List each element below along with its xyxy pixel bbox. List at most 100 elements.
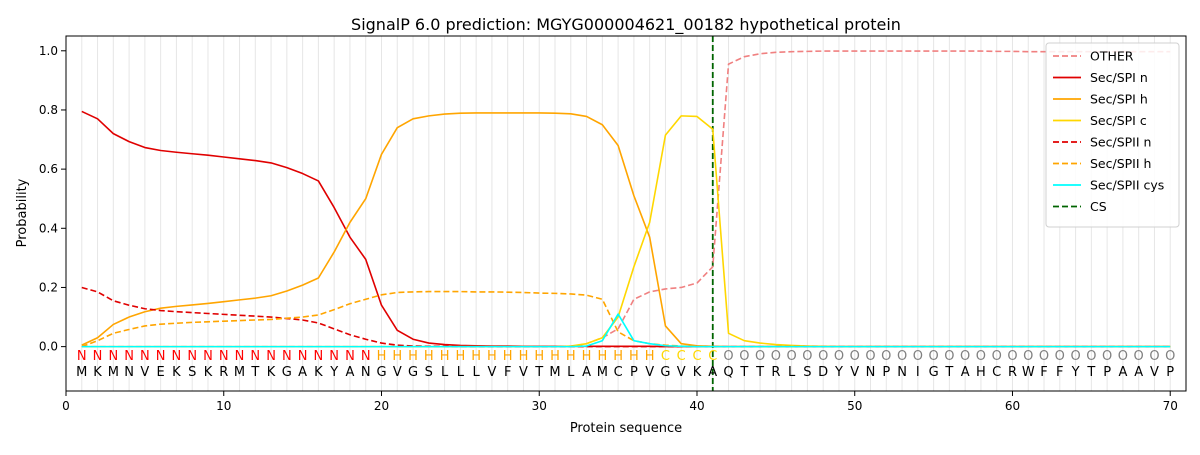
x-tick-label: 40 <box>689 399 704 413</box>
x-tick-label: 70 <box>1163 399 1178 413</box>
residue-label: K <box>204 365 213 380</box>
chart-title: SignalP 6.0 prediction: MGYG000004621_00… <box>351 15 901 35</box>
legend-label: Sec/SPI c <box>1090 113 1147 128</box>
region-label: O <box>1149 349 1159 364</box>
y-tick-label: 1.0 <box>39 44 58 58</box>
region-label: O <box>881 349 891 364</box>
y-tick-label: 0.6 <box>39 162 58 176</box>
legend-label: OTHER <box>1090 49 1134 64</box>
residue-label: Y <box>329 365 338 380</box>
x-tick-label: 60 <box>1005 399 1020 413</box>
residue-label: N <box>361 365 371 380</box>
region-label: O <box>913 349 923 364</box>
residue-label: V <box>140 365 149 380</box>
residue-label: R <box>1008 365 1017 380</box>
series-line-2 <box>81 112 1171 348</box>
residue-label: G <box>929 365 939 380</box>
region-label: H <box>613 349 623 364</box>
region-label: N <box>108 349 118 364</box>
series-line-0 <box>81 50 1171 348</box>
residue-label: S <box>188 365 196 380</box>
region-label: C <box>677 349 686 364</box>
residue-label: T <box>739 365 748 380</box>
residue-label: N <box>124 365 134 380</box>
residue-label: Y <box>1071 365 1080 380</box>
residue-label: G <box>660 365 670 380</box>
region-label: O <box>928 349 938 364</box>
region-label: N <box>124 349 134 364</box>
region-label: H <box>566 349 576 364</box>
region-label: O <box>1039 349 1049 364</box>
legend-label: Sec/SPII n <box>1090 135 1151 150</box>
region-label: N <box>329 349 339 364</box>
series-line-3 <box>81 115 1171 348</box>
region-label: H <box>534 349 544 364</box>
residue-label: L <box>567 365 575 380</box>
residue-label: R <box>219 365 228 380</box>
region-label: O <box>771 349 781 364</box>
region-label: H <box>408 349 418 364</box>
residue-label: K <box>172 365 181 380</box>
residue-label: I <box>916 365 920 380</box>
x-axis: 0 10 20 30 40 50 60 70 <box>62 391 1178 413</box>
residue-label: M <box>76 365 87 380</box>
residue-label: E <box>157 365 165 380</box>
region-label: O <box>1007 349 1017 364</box>
legend: OTHER Sec/SPI n Sec/SPI h Sec/SPI c Sec/SPII… <box>1045 42 1180 228</box>
region-label: O <box>834 349 844 364</box>
region-label: O <box>739 349 749 364</box>
region-label: N <box>250 349 260 364</box>
region-label: H <box>392 349 402 364</box>
residue-label: M <box>549 365 560 380</box>
x-axis-label: Protein sequence <box>570 421 682 436</box>
region-label: H <box>503 349 513 364</box>
legend-label: CS <box>1090 199 1107 214</box>
y-axis-label: Probability <box>15 178 30 247</box>
residue-label: G <box>282 365 292 380</box>
region-label: O <box>1055 349 1065 364</box>
legend-label: Sec/SPI n <box>1090 70 1148 85</box>
region-label: N <box>266 349 276 364</box>
residue-label: A <box>1118 365 1127 380</box>
residue-label: H <box>976 365 986 380</box>
region-label: O <box>992 349 1002 364</box>
residue-label: L <box>457 365 465 380</box>
region-label: O <box>1086 349 1096 364</box>
region-label: O <box>1165 349 1175 364</box>
region-label: N <box>172 349 182 364</box>
residue-label: P <box>882 365 890 380</box>
residue-label: D <box>818 365 828 380</box>
region-label: O <box>897 349 907 364</box>
region-label: O <box>1102 349 1112 364</box>
residue-label: V <box>645 365 654 380</box>
region-label: N <box>140 349 150 364</box>
legend-label: Sec/SPI h <box>1090 92 1148 107</box>
residue-label: Q <box>723 365 733 380</box>
legend-label: Sec/SPII cys <box>1090 178 1164 193</box>
residue-label: M <box>234 365 245 380</box>
residue-label: N <box>897 365 907 380</box>
region-label: H <box>582 349 592 364</box>
y-tick-label: 0.8 <box>39 103 58 117</box>
series-layer <box>81 50 1171 348</box>
region-label: H <box>487 349 497 364</box>
region-label: N <box>219 349 229 364</box>
residue-label: T <box>944 365 953 380</box>
x-tick-label: 0 <box>62 399 70 413</box>
region-label: O <box>850 349 860 364</box>
series-line-6 <box>81 313 1171 348</box>
residue-label: F <box>1056 365 1063 380</box>
residue-label: L <box>788 365 796 380</box>
region-label: H <box>440 349 450 364</box>
residue-label: V <box>850 365 859 380</box>
region-label: N <box>361 349 371 364</box>
residue-label: R <box>771 365 780 380</box>
y-tick-label: 0.4 <box>39 221 58 235</box>
plot-frame <box>65 35 1187 392</box>
sequence-layer: NMNKNMNNNVNENKNSNKNRNMNTNKNGNANKNYNANNHG… <box>76 349 1175 380</box>
residue-label: V <box>519 365 528 380</box>
residue-label: V <box>393 365 402 380</box>
residue-label: P <box>630 365 638 380</box>
legend-box <box>1045 42 1180 228</box>
